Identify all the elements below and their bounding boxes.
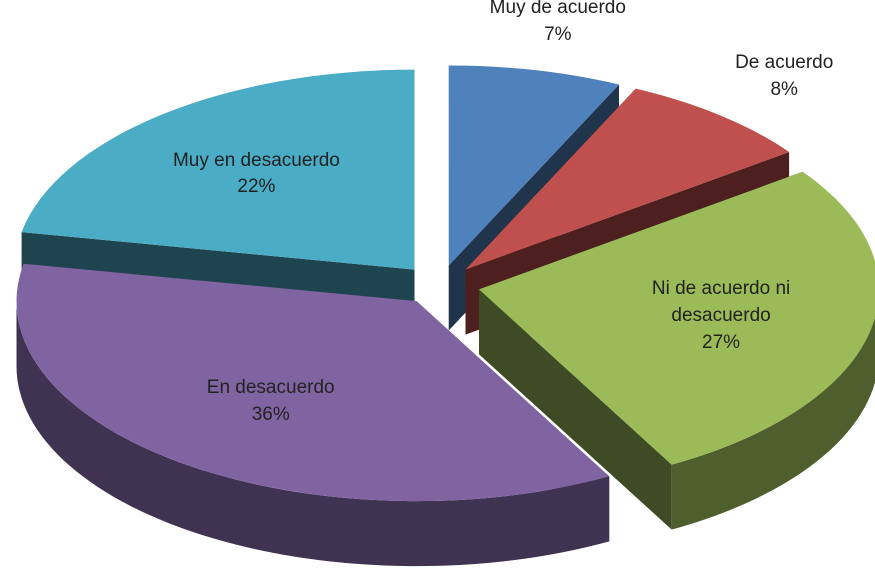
label-text: 36% [251, 403, 290, 425]
label-text: Ni de acuerdo ni desacuerdo [651, 278, 791, 326]
label-text: En desacuerdo [206, 376, 335, 398]
slice-wall [16, 301, 610, 567]
data-label: En desacuerdo 36% [186, 375, 356, 428]
data-label: Muy de acuerdo 7% [473, 0, 643, 48]
slice-wall [671, 317, 875, 530]
label-text: 27% [702, 331, 741, 353]
label-text: 22% [237, 176, 276, 198]
label-text: Muy en desacuerdo [172, 149, 340, 171]
data-label: De acuerdo 8% [699, 50, 869, 103]
slice [479, 171, 875, 465]
data-label: Ni de acuerdo ni desacuerdo 27% [636, 276, 806, 356]
label-text: De acuerdo [735, 52, 834, 74]
slice [16, 263, 610, 502]
slice-side [479, 289, 672, 530]
slice [448, 65, 619, 266]
label-text: Muy de acuerdo [489, 0, 626, 19]
label-text: 7% [544, 23, 572, 45]
label-text: 8% [770, 79, 798, 101]
slice [21, 69, 415, 270]
slice [465, 88, 790, 270]
data-label: Muy en desacuerdo 22% [171, 148, 341, 201]
